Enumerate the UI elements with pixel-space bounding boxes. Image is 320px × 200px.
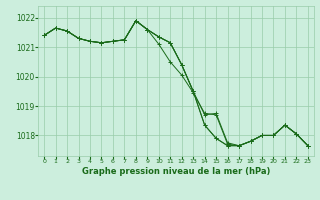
X-axis label: Graphe pression niveau de la mer (hPa): Graphe pression niveau de la mer (hPa) <box>82 167 270 176</box>
